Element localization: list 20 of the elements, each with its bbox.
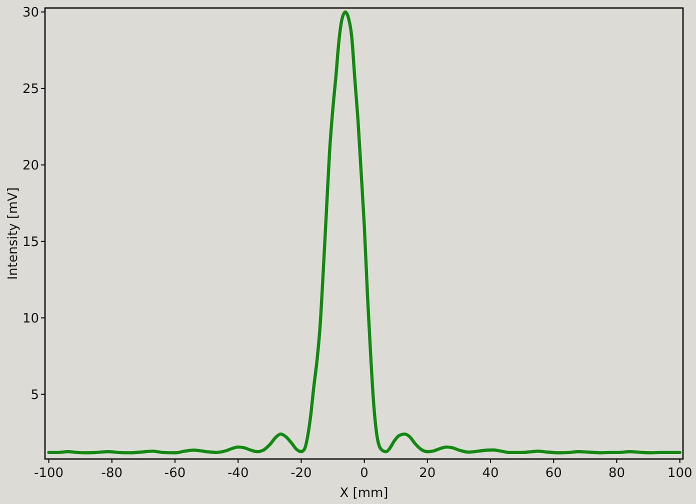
y-tick-label: 15 (22, 234, 39, 250)
x-tick-label: 20 (419, 466, 436, 481)
y-axis-title: Intensity [mV] (6, 187, 21, 280)
x-tick-label: 80 (608, 466, 626, 481)
x-tick-label: 0 (360, 466, 368, 481)
x-tick-label: -100 (34, 466, 64, 481)
y-tick-label: 20 (22, 158, 39, 174)
x-tick-label: -60 (164, 466, 186, 481)
y-tick-label: 25 (22, 82, 39, 97)
x-tick-label: -40 (227, 466, 249, 481)
x-tick-label: -80 (101, 466, 123, 481)
y-tick-label: 10 (22, 311, 39, 326)
y-tick-label: 5 (30, 388, 39, 403)
x-tick-label: 60 (545, 466, 562, 481)
line-series (47, 10, 682, 454)
x-tick-label: 40 (482, 466, 499, 481)
x-axis-title: X [mm] (340, 486, 388, 501)
x-tick-label: -20 (290, 466, 312, 481)
y-tick-label: 30 (22, 6, 39, 21)
x-tick-label: 100 (667, 466, 692, 481)
